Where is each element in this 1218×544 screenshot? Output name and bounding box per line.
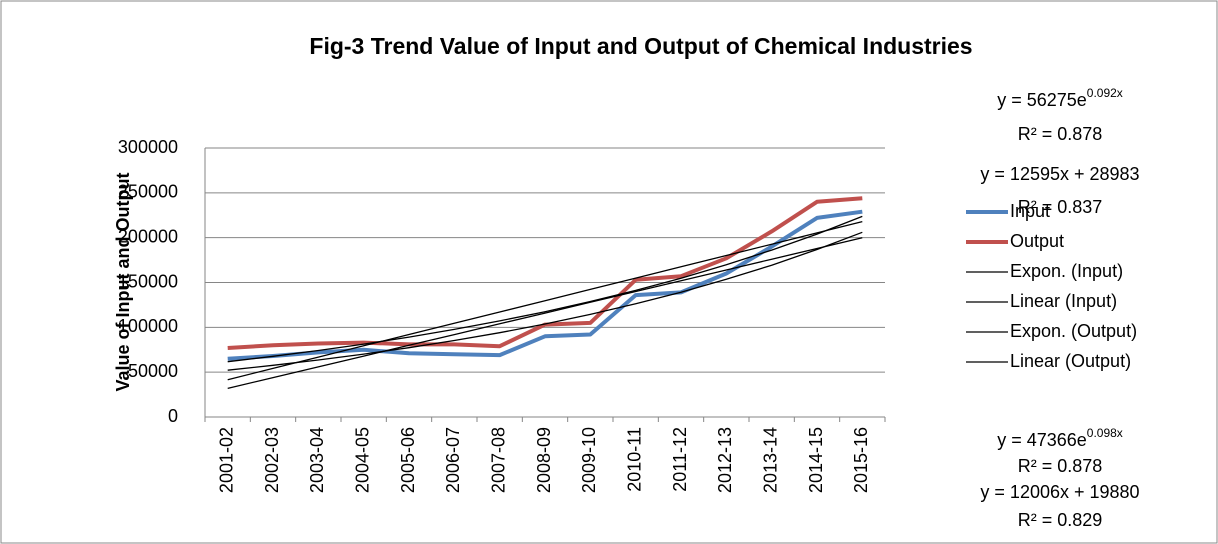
legend-label: Linear (Input) <box>1010 291 1117 311</box>
x-tick-label: 2009-10 <box>579 427 599 493</box>
x-tick-label: 2003-04 <box>307 427 327 493</box>
legend-label: Input <box>1010 201 1050 221</box>
trendline <box>227 220 863 381</box>
x-tick-label: 2004-05 <box>352 427 372 493</box>
x-tick-label: 2002-03 <box>262 427 282 493</box>
legend-label: Expon. (Output) <box>1010 321 1137 341</box>
equation-base: y = 47366e <box>997 430 1087 450</box>
y-tick-label: 0 <box>168 406 178 426</box>
x-tick-label: 2007-08 <box>488 427 508 493</box>
trend-r2: R² = 0.878 <box>1018 456 1103 476</box>
equation-base: y = 12006x + 19880 <box>980 482 1139 502</box>
chart-title: Fig-3 Trend Value of Input and Output of… <box>309 33 972 59</box>
y-tick-label: 200000 <box>118 226 178 246</box>
x-tick-label: 2010-11 <box>624 427 644 492</box>
legend-label: Output <box>1010 231 1064 251</box>
y-tick-label: 50000 <box>128 361 178 381</box>
trend-r2: R² = 0.878 <box>1018 124 1103 144</box>
y-tick-label: 300000 <box>118 137 178 157</box>
trend-equation: y = 12595x + 28983 <box>980 164 1139 184</box>
x-tick-label: 2006-07 <box>443 427 463 493</box>
y-axis-label: Value of Input and Output <box>113 173 133 392</box>
trendline <box>227 231 863 371</box>
equation-exponent: 0.098x <box>1087 426 1123 440</box>
x-tick-label: 2015-16 <box>851 427 871 493</box>
x-tick-label: 2005-06 <box>398 427 418 493</box>
trend-r2: R² = 0.829 <box>1018 510 1103 530</box>
x-tick-label: 2014-15 <box>806 427 826 493</box>
trendline <box>227 215 863 363</box>
trend-r2: R² = 0.837 <box>1018 197 1103 217</box>
x-tick-label: 2008-09 <box>534 427 554 493</box>
trend-equation: y = 56275e0.092x <box>997 86 1123 110</box>
legend-label: Linear (Output) <box>1010 351 1131 371</box>
x-tick-label: 2012-13 <box>715 427 735 493</box>
equation-exponent: 0.092x <box>1087 86 1123 100</box>
legend-label: Expon. (Input) <box>1010 261 1123 281</box>
y-tick-label: 100000 <box>118 316 178 336</box>
equation-base: y = 12595x + 28983 <box>980 164 1139 184</box>
equation-base: y = 56275e <box>997 90 1087 110</box>
trendline <box>227 237 863 390</box>
y-tick-label: 150000 <box>118 271 178 291</box>
trend-equation: y = 47366e0.098x <box>997 426 1123 450</box>
y-tick-label: 250000 <box>118 182 178 202</box>
x-tick-label: 2013-14 <box>760 427 780 493</box>
x-tick-label: 2011-12 <box>670 427 690 492</box>
trend-equation: y = 12006x + 19880 <box>980 482 1139 502</box>
x-tick-label: 2001-02 <box>216 427 236 493</box>
